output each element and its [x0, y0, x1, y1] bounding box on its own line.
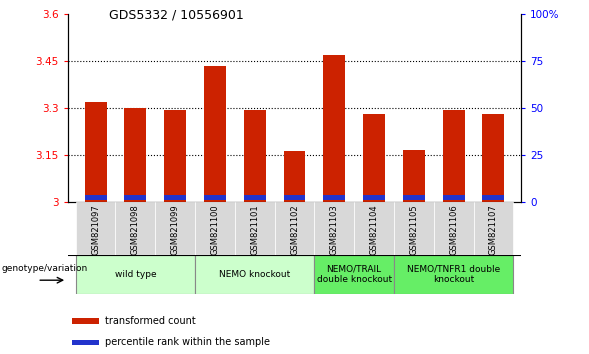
Text: NEMO knockout: NEMO knockout — [219, 270, 290, 279]
Bar — [394, 255, 513, 294]
Bar — [283, 151, 306, 202]
Bar — [76, 202, 115, 255]
Text: GSM821106: GSM821106 — [449, 205, 458, 255]
Bar — [434, 202, 474, 255]
Bar — [363, 195, 385, 200]
Bar — [124, 108, 146, 202]
Bar — [85, 195, 107, 200]
Bar — [403, 150, 425, 202]
Bar — [482, 195, 504, 200]
Text: GSM821097: GSM821097 — [91, 205, 100, 255]
Bar — [403, 195, 425, 200]
Bar — [315, 255, 394, 294]
Bar — [283, 195, 306, 200]
Bar — [244, 109, 266, 202]
Bar — [195, 202, 235, 255]
Text: percentile rank within the sample: percentile rank within the sample — [105, 337, 270, 348]
Bar — [323, 195, 345, 200]
Bar — [72, 340, 100, 345]
Bar — [244, 195, 266, 200]
Bar — [363, 114, 385, 202]
Bar — [443, 195, 465, 200]
Text: GSM821101: GSM821101 — [250, 205, 259, 255]
Bar — [354, 202, 394, 255]
Text: GSM821107: GSM821107 — [489, 205, 498, 255]
Bar — [204, 66, 226, 202]
Bar — [474, 202, 513, 255]
Text: GSM821104: GSM821104 — [369, 205, 379, 255]
Text: wild type: wild type — [114, 270, 156, 279]
Bar — [195, 255, 315, 294]
Text: GSM821105: GSM821105 — [409, 205, 418, 255]
Text: GSM821100: GSM821100 — [210, 205, 220, 255]
Bar — [164, 195, 186, 200]
Text: GDS5332 / 10556901: GDS5332 / 10556901 — [110, 9, 244, 22]
Bar — [164, 109, 186, 202]
Text: NEMO/TRAIL
double knockout: NEMO/TRAIL double knockout — [317, 265, 392, 284]
Bar — [443, 109, 465, 202]
Bar — [235, 202, 274, 255]
Bar — [76, 255, 195, 294]
Bar — [274, 202, 315, 255]
Bar — [323, 55, 345, 202]
Text: GSM821098: GSM821098 — [131, 205, 140, 255]
Bar — [315, 202, 354, 255]
Text: GSM821102: GSM821102 — [290, 205, 299, 255]
Text: transformed count: transformed count — [105, 316, 196, 326]
Text: NEMO/TNFR1 double
knockout: NEMO/TNFR1 double knockout — [407, 265, 500, 284]
Bar — [394, 202, 434, 255]
Text: genotype/variation: genotype/variation — [1, 264, 88, 273]
Text: GSM821099: GSM821099 — [171, 205, 180, 255]
Bar — [204, 195, 226, 200]
Bar — [482, 114, 504, 202]
Bar — [72, 318, 100, 324]
Bar — [155, 202, 195, 255]
Text: GSM821103: GSM821103 — [330, 205, 339, 255]
Bar — [124, 195, 146, 200]
Bar — [115, 202, 155, 255]
Bar — [85, 102, 107, 202]
